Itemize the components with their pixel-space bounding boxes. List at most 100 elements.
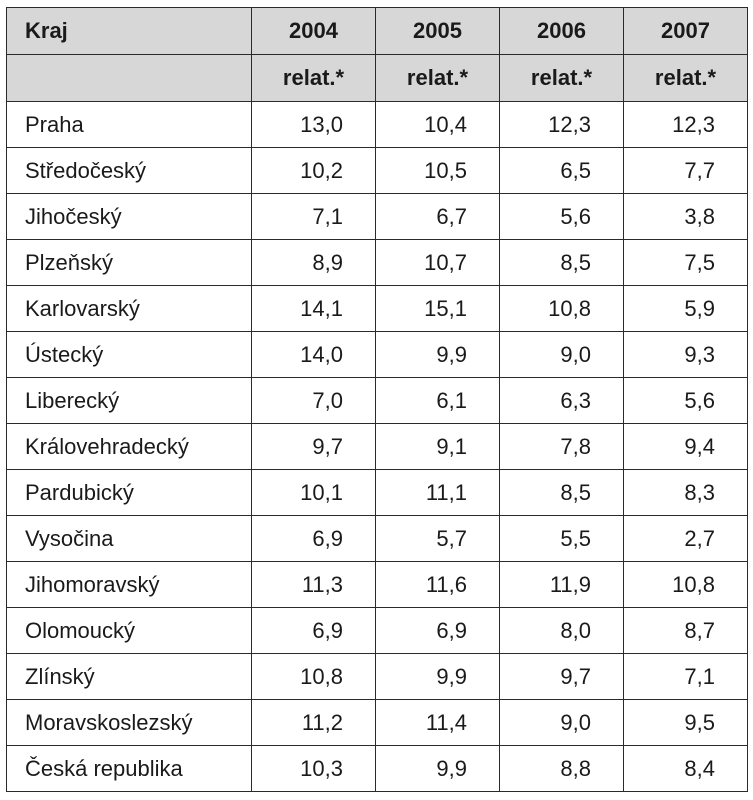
value-cell: 12,3 xyxy=(499,101,624,148)
value-cell: 10,4 xyxy=(375,101,500,148)
value-cell: 5,7 xyxy=(375,515,500,562)
unit-header: relat.* xyxy=(251,54,376,102)
unit-header-empty xyxy=(6,54,252,102)
header-row-years: Kraj 2004 2005 2006 2007 xyxy=(6,7,748,55)
region-cell: Pardubický xyxy=(6,469,252,516)
value-cell: 10,2 xyxy=(251,147,376,194)
region-cell: Moravskoslezský xyxy=(6,699,252,746)
column-header-year: 2005 xyxy=(375,7,500,55)
value-cell: 6,3 xyxy=(499,377,624,424)
table-row: Královehradecký 9,7 9,1 7,8 9,4 xyxy=(6,423,748,470)
value-cell: 10,8 xyxy=(623,561,748,608)
value-cell: 14,1 xyxy=(251,285,376,332)
value-cell: 5,9 xyxy=(623,285,748,332)
value-cell: 11,9 xyxy=(499,561,624,608)
value-cell: 13,0 xyxy=(251,101,376,148)
value-cell: 15,1 xyxy=(375,285,500,332)
column-header-year: 2006 xyxy=(499,7,624,55)
value-cell: 6,9 xyxy=(251,515,376,562)
value-cell: 9,0 xyxy=(499,699,624,746)
table-row: Zlínský 10,8 9,9 9,7 7,1 xyxy=(6,653,748,700)
table-row: Jihomoravský 11,3 11,6 11,9 10,8 xyxy=(6,561,748,608)
region-cell: Ústecký xyxy=(6,331,252,378)
region-cell: Zlínský xyxy=(6,653,252,700)
value-cell: 9,9 xyxy=(375,745,500,792)
table-row: Olomoucký 6,9 6,9 8,0 8,7 xyxy=(6,607,748,654)
value-cell: 14,0 xyxy=(251,331,376,378)
value-cell: 9,1 xyxy=(375,423,500,470)
region-cell: Karlovarský xyxy=(6,285,252,332)
table-row: Vysočina 6,9 5,7 5,5 2,7 xyxy=(6,515,748,562)
value-cell: 10,5 xyxy=(375,147,500,194)
value-cell: 10,8 xyxy=(251,653,376,700)
value-cell: 9,9 xyxy=(375,331,500,378)
value-cell: 10,7 xyxy=(375,239,500,286)
value-cell: 9,5 xyxy=(623,699,748,746)
column-header-year: 2004 xyxy=(251,7,376,55)
value-cell: 6,9 xyxy=(375,607,500,654)
value-cell: 5,6 xyxy=(499,193,624,240)
table-row: Česká republika 10,3 9,9 8,8 8,4 xyxy=(6,745,748,792)
value-cell: 10,8 xyxy=(499,285,624,332)
table-row: Ústecký 14,0 9,9 9,0 9,3 xyxy=(6,331,748,378)
value-cell: 7,1 xyxy=(251,193,376,240)
value-cell: 8,0 xyxy=(499,607,624,654)
value-cell: 11,1 xyxy=(375,469,500,516)
value-cell: 11,6 xyxy=(375,561,500,608)
table-row: Pardubický 10,1 11,1 8,5 8,3 xyxy=(6,469,748,516)
value-cell: 8,3 xyxy=(623,469,748,516)
value-cell: 3,8 xyxy=(623,193,748,240)
table-container: Kraj 2004 2005 2006 2007 relat.* relat.*… xyxy=(6,7,748,792)
region-cell: Středočeský xyxy=(6,147,252,194)
table-body: Praha 13,0 10,4 12,3 12,3 Středočeský 10,2 10,5… xyxy=(6,101,748,792)
region-cell: Olomoucký xyxy=(6,607,252,654)
unit-header: relat.* xyxy=(375,54,500,102)
value-cell: 8,7 xyxy=(623,607,748,654)
value-cell: 12,3 xyxy=(623,101,748,148)
value-cell: 8,5 xyxy=(499,469,624,516)
value-cell: 6,1 xyxy=(375,377,500,424)
data-table: Kraj 2004 2005 2006 2007 relat.* relat.*… xyxy=(6,7,748,792)
table-row: Moravskoslezský 11,2 11,4 9,0 9,5 xyxy=(6,699,748,746)
table-row: Středočeský 10,2 10,5 6,5 7,7 xyxy=(6,147,748,194)
value-cell: 6,5 xyxy=(499,147,624,194)
value-cell: 5,6 xyxy=(623,377,748,424)
region-cell: Plzeňský xyxy=(6,239,252,286)
region-cell: Liberecký xyxy=(6,377,252,424)
value-cell: 6,7 xyxy=(375,193,500,240)
value-cell: 8,4 xyxy=(623,745,748,792)
region-cell: Jihočeský xyxy=(6,193,252,240)
unit-header: relat.* xyxy=(623,54,748,102)
value-cell: 10,1 xyxy=(251,469,376,516)
value-cell: 11,4 xyxy=(375,699,500,746)
value-cell: 7,0 xyxy=(251,377,376,424)
table-row: Karlovarský 14,1 15,1 10,8 5,9 xyxy=(6,285,748,332)
value-cell: 10,3 xyxy=(251,745,376,792)
region-cell: Praha xyxy=(6,101,252,148)
region-cell: Vysočina xyxy=(6,515,252,562)
value-cell: 9,9 xyxy=(375,653,500,700)
value-cell: 9,4 xyxy=(623,423,748,470)
value-cell: 8,8 xyxy=(499,745,624,792)
value-cell: 7,8 xyxy=(499,423,624,470)
header-row-units: relat.* relat.* relat.* relat.* xyxy=(6,54,748,102)
value-cell: 7,1 xyxy=(623,653,748,700)
value-cell: 8,9 xyxy=(251,239,376,286)
value-cell: 9,7 xyxy=(251,423,376,470)
table-row: Plzeňský 8,9 10,7 8,5 7,5 xyxy=(6,239,748,286)
column-header-year: 2007 xyxy=(623,7,748,55)
value-cell: 9,7 xyxy=(499,653,624,700)
column-header-region: Kraj xyxy=(6,7,252,55)
value-cell: 6,9 xyxy=(251,607,376,654)
value-cell: 8,5 xyxy=(499,239,624,286)
value-cell: 9,3 xyxy=(623,331,748,378)
value-cell: 7,5 xyxy=(623,239,748,286)
value-cell: 11,2 xyxy=(251,699,376,746)
region-cell: Česká republika xyxy=(6,745,252,792)
value-cell: 7,7 xyxy=(623,147,748,194)
unit-header: relat.* xyxy=(499,54,624,102)
value-cell: 11,3 xyxy=(251,561,376,608)
table-row: Praha 13,0 10,4 12,3 12,3 xyxy=(6,101,748,148)
region-cell: Jihomoravský xyxy=(6,561,252,608)
region-cell: Královehradecký xyxy=(6,423,252,470)
